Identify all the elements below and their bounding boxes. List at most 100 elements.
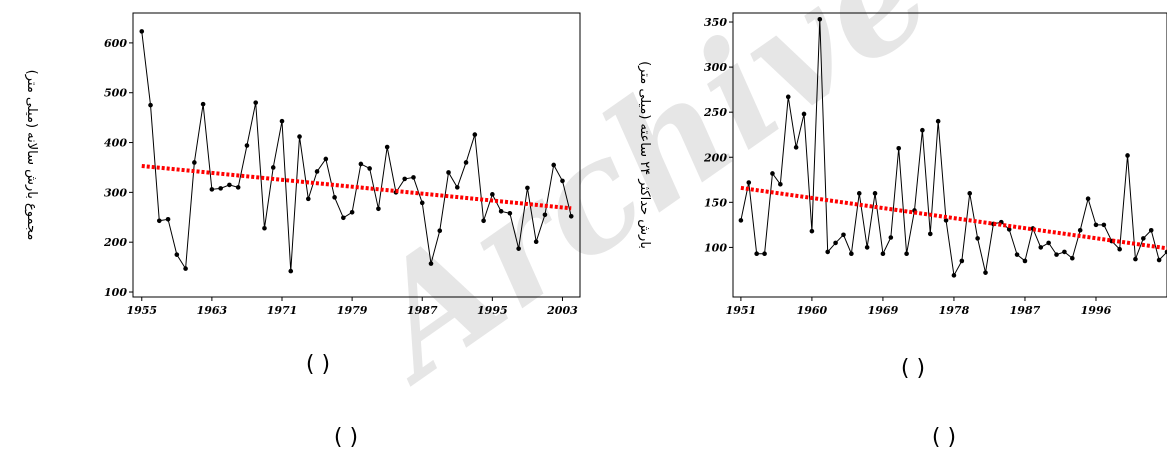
data-point <box>516 246 521 251</box>
data-point <box>446 170 451 175</box>
data-point <box>920 127 925 133</box>
data-point <box>1156 257 1162 263</box>
x-tick-label: 1955 <box>126 304 157 317</box>
data-point <box>332 195 337 200</box>
data-point <box>568 213 574 219</box>
data-point <box>165 216 171 222</box>
data-point <box>402 176 408 182</box>
plot-area <box>738 17 1167 278</box>
data-point <box>1085 196 1091 202</box>
data-point <box>560 178 565 184</box>
data-point <box>411 175 416 180</box>
data-point <box>849 251 854 257</box>
data-point <box>358 161 364 167</box>
y-tick-label: 350 <box>704 16 727 29</box>
data-point <box>1148 227 1154 233</box>
data-point <box>419 200 425 206</box>
data-point <box>1046 240 1051 246</box>
data-point <box>148 102 153 108</box>
data-point <box>183 266 188 271</box>
y-tick-label: 500 <box>104 87 127 100</box>
caption-chart-1: ( ) <box>306 352 330 377</box>
data-point <box>1101 222 1107 228</box>
data-point <box>463 160 469 165</box>
data-point <box>785 94 791 100</box>
data-point <box>959 258 965 264</box>
data-point <box>738 218 744 223</box>
y-axis-label: بارش حداکثر ۲۴ ساعته (میلی متر) <box>637 61 652 249</box>
y-tick-label: 100 <box>704 241 727 254</box>
trend-line <box>740 185 1167 251</box>
x-tick-label: 1979 <box>337 304 368 317</box>
data-point <box>525 185 530 191</box>
data-point <box>297 134 302 139</box>
data-point <box>507 210 513 216</box>
data-point <box>927 231 933 237</box>
data-point <box>1141 236 1146 241</box>
data-point <box>498 209 504 214</box>
y-tick-label: 100 <box>104 286 127 299</box>
data-point <box>200 101 206 107</box>
data-point <box>983 270 988 275</box>
data-point <box>227 182 232 188</box>
data-point <box>975 236 980 241</box>
data-point <box>376 206 381 212</box>
data-point <box>872 191 878 196</box>
data-point <box>542 212 548 218</box>
x-tick-label: 1978 <box>939 304 970 317</box>
data-point <box>244 143 250 148</box>
data-point <box>481 218 486 224</box>
x-tick-label: 1963 <box>197 304 228 317</box>
data-point <box>1038 245 1044 250</box>
data-point <box>428 261 434 266</box>
data-point <box>825 249 830 255</box>
data-point <box>1133 256 1138 262</box>
y-tick-label: 200 <box>703 151 727 164</box>
data-point <box>904 251 909 257</box>
data-point <box>864 245 870 250</box>
data-point <box>533 239 539 244</box>
data-point <box>801 111 807 117</box>
data-point <box>1164 249 1167 255</box>
data-point <box>437 228 443 234</box>
y-tick-label: 150 <box>704 196 727 209</box>
data-point <box>1014 252 1020 257</box>
data-point <box>762 251 767 257</box>
data-point <box>951 273 957 278</box>
data-point <box>1077 227 1083 233</box>
data-point <box>192 160 197 165</box>
data-point <box>817 17 823 22</box>
data-point <box>841 232 846 238</box>
data-point <box>490 192 495 197</box>
data-point <box>888 235 894 240</box>
x-tick-label: 1995 <box>477 304 508 317</box>
caption-chart-2: ( ) <box>901 356 925 381</box>
data-point <box>454 185 460 190</box>
data-point <box>754 251 759 257</box>
data-point <box>262 225 267 231</box>
data-point <box>809 228 815 234</box>
data-point <box>139 29 145 34</box>
data-point <box>770 171 775 176</box>
plot-frame <box>132 12 581 298</box>
data-point <box>367 166 372 171</box>
data-point <box>1022 258 1028 264</box>
y-tick-label: 250 <box>703 106 727 119</box>
data-point <box>235 185 241 190</box>
data-point <box>384 144 390 150</box>
data-point <box>551 162 557 168</box>
caption-bottom-right: ( ) <box>932 425 956 449</box>
data-point <box>174 252 180 257</box>
data-point <box>1093 222 1099 228</box>
x-tick-label: 1996 <box>1081 304 1112 317</box>
x-tick-label: 1951 <box>726 304 757 317</box>
x-tick-label: 1969 <box>868 304 899 317</box>
data-point <box>218 186 223 191</box>
data-point <box>156 218 162 224</box>
plot-frame <box>732 12 1167 298</box>
data-point <box>1006 227 1012 232</box>
data-point <box>833 240 838 246</box>
data-point <box>209 187 215 192</box>
y-tick-label: 400 <box>104 137 127 150</box>
